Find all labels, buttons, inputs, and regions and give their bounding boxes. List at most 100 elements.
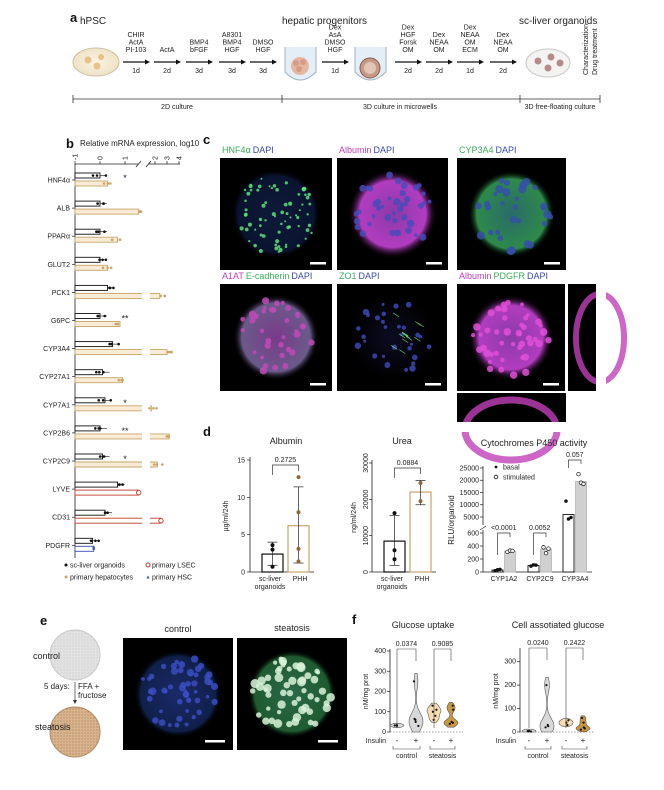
cell-signal <box>263 687 268 692</box>
data-point-stimulated <box>510 548 515 554</box>
y-tick-label: 300 <box>374 668 386 675</box>
data-point-hepatocyte <box>106 266 109 270</box>
data-point <box>579 728 582 731</box>
y-tick-label: 100 <box>504 706 516 713</box>
data-point <box>296 510 301 515</box>
cell-signal <box>289 349 296 356</box>
bar-reference <box>74 433 142 440</box>
step-duration: 3d <box>259 68 267 75</box>
p-value: 0.0052 <box>529 525 551 532</box>
cell-signal <box>197 662 205 670</box>
cell-signal <box>185 681 191 687</box>
cell-signal <box>252 350 257 355</box>
cell-signal <box>383 325 388 329</box>
cell-signal <box>259 233 263 237</box>
cell-signal <box>259 367 268 375</box>
significance-bracket <box>565 647 584 728</box>
cell-signal <box>308 202 312 206</box>
junction-signal <box>392 312 400 318</box>
data-point <box>529 730 533 733</box>
cell-signal <box>545 336 552 344</box>
cell-signal <box>276 665 283 672</box>
organoid-control-schematic <box>49 629 101 681</box>
group-bracket <box>429 746 456 750</box>
panel-a-protocol: hPSC hepatic progenitors sc-liver organo… <box>72 16 601 111</box>
cell-signal <box>318 687 327 695</box>
cell-signal <box>376 206 381 211</box>
y-tick-label: 20000 <box>460 478 480 485</box>
cell-signal <box>285 212 289 215</box>
cell-signal <box>274 243 278 247</box>
cell-signal <box>194 697 201 704</box>
cell-signal <box>280 689 287 697</box>
panel-label-d: d <box>203 424 211 439</box>
group-bracket <box>392 746 421 750</box>
y-tick-label: 15000 <box>460 490 480 497</box>
cell-signal <box>261 203 266 208</box>
cell-signal <box>167 684 174 690</box>
cell-signal <box>359 184 367 192</box>
legend-label: primary LSEC <box>152 563 196 570</box>
chart-title: Relative mRNA expression, log10 <box>80 139 200 148</box>
step-factor: HGF <box>225 47 240 54</box>
step-factor: Dex <box>329 25 342 32</box>
image-title-steatosis: steatosis <box>274 623 310 633</box>
cell-signal <box>399 202 405 207</box>
gene-label: ALB <box>57 206 71 213</box>
cell-signal <box>177 667 184 674</box>
y-axis-label: ng/ml/24h <box>351 502 358 533</box>
x-tick-label: 3 <box>165 156 172 160</box>
cell-signal <box>148 687 157 696</box>
cell-signal <box>314 696 320 703</box>
significance-bracket <box>394 467 421 478</box>
cell-signal <box>498 366 505 373</box>
data-point <box>97 539 100 543</box>
bar-organoid <box>74 481 118 488</box>
cell-signal <box>278 656 284 662</box>
step-factor: HGF <box>256 47 271 54</box>
data-point <box>108 342 111 346</box>
cell-signal <box>274 673 284 683</box>
x-tick-label: 4 <box>177 156 184 160</box>
cell-signal <box>391 217 398 224</box>
cell-signal <box>296 244 300 248</box>
cell-signal <box>411 361 416 366</box>
microscopy-image-albpdgfr <box>457 284 565 391</box>
cell-signal <box>146 695 153 702</box>
y-tick-label: 400 <box>374 648 386 655</box>
cell-signal <box>367 221 372 227</box>
cell-signal <box>270 186 274 190</box>
data-point-hepatocyte <box>118 238 122 241</box>
cell-signal <box>304 193 307 196</box>
cell-signal <box>471 332 476 338</box>
stain-label-part: DAPI <box>291 271 312 281</box>
cell-signal <box>307 693 314 700</box>
p-value: 0.057 <box>566 452 584 459</box>
microscopy-image-control <box>123 638 233 750</box>
cell-signal <box>475 202 482 210</box>
cell-signal <box>280 210 285 215</box>
bar-organoid <box>74 313 101 319</box>
cell-signal <box>205 694 210 699</box>
data-point-hepatocyte <box>167 435 170 438</box>
step-factor: PI-103 <box>126 47 147 54</box>
arrowhead-icon <box>145 59 150 65</box>
data-point <box>104 174 108 177</box>
bar-reference <box>74 321 121 327</box>
cell-signal <box>494 229 501 235</box>
arrowhead-icon <box>417 59 422 65</box>
cell-signal <box>505 299 511 306</box>
data-point <box>112 286 115 290</box>
data-point <box>414 720 417 723</box>
step-factor: AsA <box>329 32 342 39</box>
arrowhead-icon <box>272 59 277 65</box>
panel-label-a: a <box>70 10 78 25</box>
cell-signal <box>284 220 287 223</box>
data-point <box>392 548 397 553</box>
cell-signal <box>403 201 409 207</box>
y-tick-label: 5000 <box>463 514 479 521</box>
petri-dish-organoids <box>525 48 571 78</box>
cell-signal <box>419 233 427 241</box>
insulin-label: Insulin <box>366 738 386 745</box>
data-point <box>448 722 451 726</box>
